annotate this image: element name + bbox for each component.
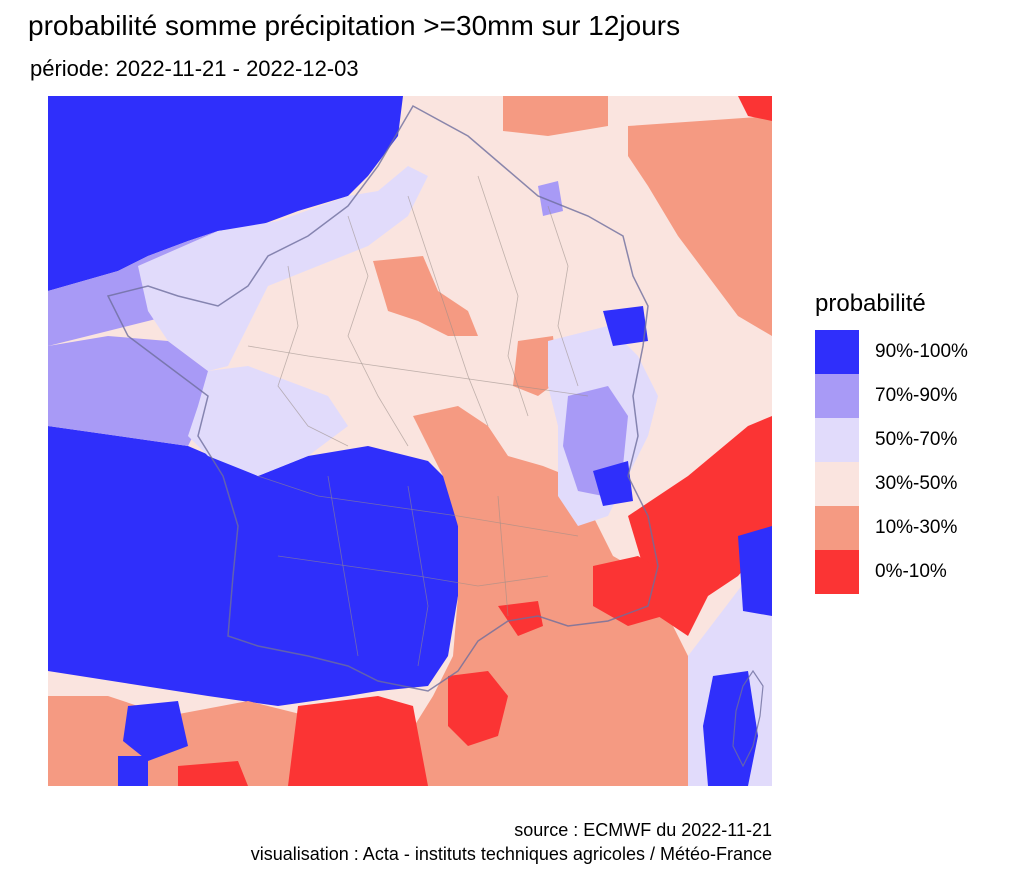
zone-balearic-high (123, 701, 188, 761)
zone-top-right-red (738, 96, 772, 121)
zone-alps-high (593, 461, 633, 506)
zone-corsica-high (703, 671, 758, 786)
legend-label: 70%-90% (875, 385, 958, 406)
legend-swatch (815, 374, 859, 418)
zone-bay-mid (48, 336, 223, 446)
legend-swatch (815, 550, 859, 594)
legend-item: 70%-90% (815, 374, 968, 418)
zone-paris-orange (373, 256, 478, 336)
probability-map (48, 96, 772, 786)
legend: probabilité 90%-100% 70%-90% 50%-70% 30%… (815, 290, 968, 594)
zone-vosges-mid (538, 181, 563, 216)
zone-northeast-orange (628, 116, 772, 336)
source-caption: source : ECMWF du 2022-11-21 visualisati… (251, 818, 772, 866)
department-borders (247, 175, 589, 667)
legend-label: 30%-50% (875, 473, 958, 494)
legend-item: 50%-70% (815, 418, 968, 462)
zone-pyrenees-red (448, 671, 508, 746)
legend-swatch (815, 418, 859, 462)
legend-label: 10%-30% (875, 517, 958, 538)
zone-vosges-high (603, 306, 648, 346)
zone-adriatic-high (738, 526, 772, 616)
credit-line: visualisation : Acta - instituts techniq… (250, 844, 772, 864)
page-title: probabilité somme précipitation >=30mm s… (28, 10, 681, 41)
zone-west-light (188, 366, 348, 476)
zone-center-orange (513, 336, 558, 396)
legend-item: 90%-100% (815, 330, 968, 374)
zone-sw-small-high (118, 756, 148, 786)
zone-brittany-light (138, 166, 428, 371)
legend-label: 50%-70% (875, 429, 958, 450)
zone-spain-red (288, 696, 428, 786)
legend-swatch (815, 462, 859, 506)
legend-label: 90%-100% (875, 341, 968, 362)
legend-title: probabilité (815, 290, 926, 317)
zone-atlantic-high (48, 96, 403, 291)
zone-alps-red (628, 416, 772, 636)
legend-item: 0%-10% (815, 550, 968, 594)
corsica-border (732, 669, 764, 768)
legend-swatch (815, 330, 859, 374)
zone-provence-red (593, 556, 663, 626)
zone-east-orange (503, 96, 608, 136)
zone-southwest-red (178, 761, 248, 786)
page-subtitle: période: 2022-11-21 - 2022-12-03 (30, 56, 359, 81)
legend-label: 0%-10% (875, 561, 947, 582)
legend-swatch (815, 506, 859, 550)
source-line: source : ECMWF du 2022-11-21 (514, 820, 772, 840)
zone-bay-of-biscay-high (48, 426, 458, 706)
france-border (106, 104, 659, 692)
legend-item: 10%-30% (815, 506, 968, 550)
legend-item: 30%-50% (815, 462, 968, 506)
